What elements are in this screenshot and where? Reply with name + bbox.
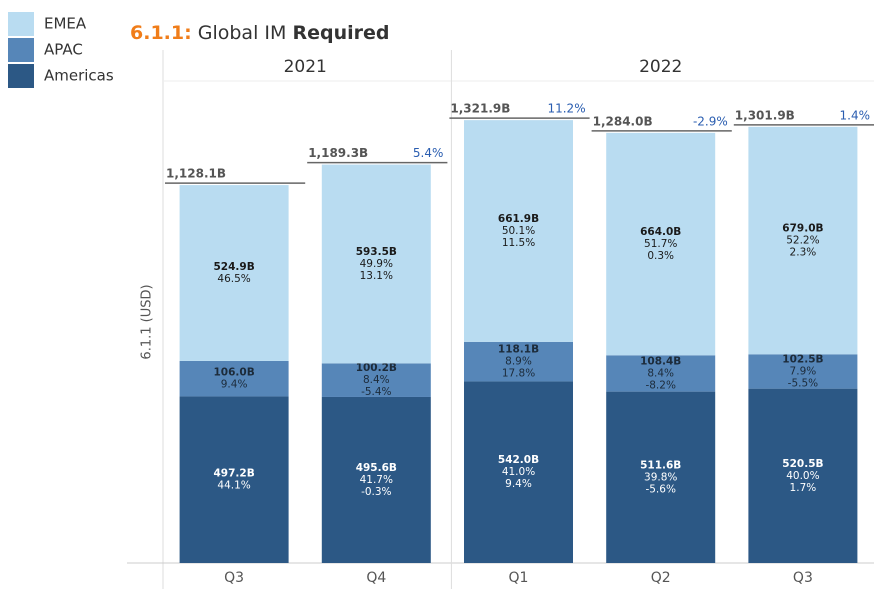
bar-segment (321, 164, 431, 364)
value-label: 524.9B (213, 261, 254, 273)
value-label: 511.6B (640, 459, 681, 471)
bar-segment (606, 355, 716, 392)
legend-swatch (8, 12, 34, 36)
growth-label: 0.3% (647, 250, 674, 262)
value-label: 679.0B (782, 223, 823, 235)
chart-title: 6.1.1: Global IM Required (130, 22, 389, 44)
growth-label: 2.3% (790, 247, 817, 259)
growth-label: 13.1% (360, 270, 393, 282)
bar-segment (179, 360, 289, 397)
hare-labels: 41.7% (360, 474, 393, 486)
total-label: 1,321.9B (450, 102, 510, 116)
hare-labels: 49.9% (360, 258, 393, 270)
value-label: 593.5B (356, 246, 397, 258)
value-label: 495.6B (356, 462, 397, 474)
total-label: 1,284.0B (593, 114, 653, 128)
x-tick-label: Q3 (224, 570, 244, 586)
hare-labels: 8.4% (647, 367, 674, 379)
bar-segment (748, 354, 858, 389)
growth-label: -8.2% (645, 379, 675, 391)
x-tick-label: Q2 (651, 570, 671, 586)
bar-segment (179, 185, 289, 361)
growth-label: -5.5% (788, 377, 818, 389)
bar-segment (321, 396, 431, 563)
x-tick-label: Q1 (509, 570, 529, 586)
group-label: 2022 (639, 57, 682, 77)
hare-labels: 8.9% (505, 356, 532, 368)
value-label: 108.4B (640, 355, 681, 367)
growth-label: -5.4% (361, 386, 391, 398)
hare-labels: 52.2% (786, 235, 819, 247)
bar-segment (464, 120, 573, 342)
total-growth-label: 11.2% (547, 102, 585, 116)
value-label: 106.0B (213, 367, 254, 379)
total-growth-label: 5.4% (413, 146, 444, 160)
group-label: 2021 (284, 57, 327, 77)
value-label: 102.5B (782, 353, 823, 365)
value-label: 664.0B (640, 226, 681, 238)
title-bold: Required (292, 22, 389, 44)
legend-label: Americas (44, 67, 114, 85)
growth-label: 9.4% (505, 478, 532, 490)
bar-segment (748, 126, 858, 355)
bar-segment (748, 388, 858, 563)
value-label: 100.2B (356, 362, 397, 374)
total-growth-label: -2.9% (693, 114, 728, 128)
hare-labels: 50.1% (502, 225, 535, 237)
x-tick-label: Q3 (793, 570, 813, 586)
hare-labels: 40.0% (786, 470, 819, 482)
legend-label: EMEA (44, 15, 87, 33)
hare-labels: 8.4% (363, 374, 390, 386)
total-label: 1,189.3B (308, 146, 368, 160)
value-label: 661.9B (498, 213, 539, 225)
legend-swatch (8, 38, 34, 62)
value-label: 497.2B (213, 468, 254, 480)
hare-labels: 39.8% (644, 471, 677, 483)
value-label: 118.1B (498, 344, 539, 356)
title-main: Global IM (198, 22, 287, 44)
growth-label: 17.8% (502, 368, 535, 380)
legend-label: APAC (44, 41, 83, 59)
bar-segment (179, 396, 289, 563)
bar-segment (321, 363, 431, 397)
y-axis-label: 6.1.1 (USD) (140, 284, 155, 359)
hare-labels: 9.4% (221, 379, 248, 391)
growth-label: -5.6% (645, 483, 675, 495)
value-label: 520.5B (782, 458, 823, 470)
legend-swatch (8, 64, 34, 88)
growth-label: -0.3% (361, 486, 391, 498)
growth-label: 11.5% (502, 237, 535, 249)
total-label: 1,128.1B (166, 167, 226, 181)
hare-labels: 46.5% (217, 273, 250, 285)
value-label: 542.0B (498, 454, 539, 466)
title-prefix: 6.1.1: (130, 22, 192, 44)
hare-labels: 51.7% (644, 238, 677, 250)
hare-labels: 41.0% (502, 466, 535, 478)
total-label: 1,301.9B (735, 108, 795, 122)
bar-segment (464, 381, 573, 563)
total-growth-label: 1.4% (840, 108, 871, 122)
bar-segment (606, 132, 716, 356)
x-tick-label: Q4 (366, 570, 386, 586)
growth-label: 1.7% (790, 482, 817, 494)
bar-segment (464, 341, 573, 382)
hare-labels: 44.1% (217, 480, 250, 492)
bar-segment (606, 391, 716, 563)
hare-labels: 7.9% (790, 365, 817, 377)
